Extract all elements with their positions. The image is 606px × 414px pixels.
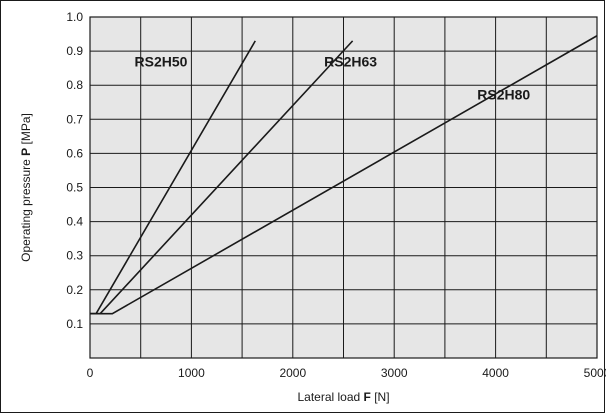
y-tick-label: 0.4	[66, 215, 83, 229]
x-tick-label: 0	[87, 366, 94, 380]
y-axis-label: Operating pressure P [MPa]	[19, 113, 33, 262]
x-axis-label-unit: [N]	[371, 390, 390, 404]
series-annotation-rs2h50: RS2H50	[135, 53, 188, 69]
x-axis-label-symbol: F	[364, 390, 371, 404]
y-tick-labels: 0.1 0.2 0.3 0.4 0.5 0.6 0.7 0.8 0.9 1.0	[66, 10, 83, 331]
y-tick-label: 0.8	[66, 78, 83, 92]
x-tick-label: 3000	[381, 366, 408, 380]
x-axis-label-prefix: Lateral load	[297, 390, 363, 404]
plot-border	[89, 16, 598, 359]
y-tick-label: 0.5	[66, 181, 83, 195]
series-line-rs2h80	[90, 35, 598, 315]
x-tick-label: 1000	[178, 366, 205, 380]
x-axis-label: Lateral load F [N]	[297, 390, 389, 404]
y-axis-label-symbol: P	[19, 148, 33, 156]
y-tick-label: 0.2	[66, 283, 83, 297]
x-tick-label: 2000	[279, 366, 306, 380]
series-annotations: RS2H50 RS2H63 RS2H80	[135, 53, 531, 102]
series-annotation-rs2h63: RS2H63	[324, 53, 377, 69]
y-tick-label: 0.6	[66, 146, 83, 160]
y-axis-label-unit: [MPa]	[19, 113, 33, 148]
y-tick-label: 0.3	[66, 249, 83, 263]
grid-lines	[90, 17, 597, 358]
y-axis-label-prefix: Operating pressure	[19, 156, 33, 262]
y-tick-label: 0.7	[66, 112, 83, 126]
y-tick-label: 0.9	[66, 44, 83, 58]
y-tick-label: 1.0	[66, 10, 83, 24]
series-annotation-rs2h80: RS2H80	[477, 87, 530, 103]
x-tick-label: 4000	[482, 366, 509, 380]
y-tick-label: 0.1	[66, 317, 83, 331]
series-lines	[90, 35, 598, 315]
